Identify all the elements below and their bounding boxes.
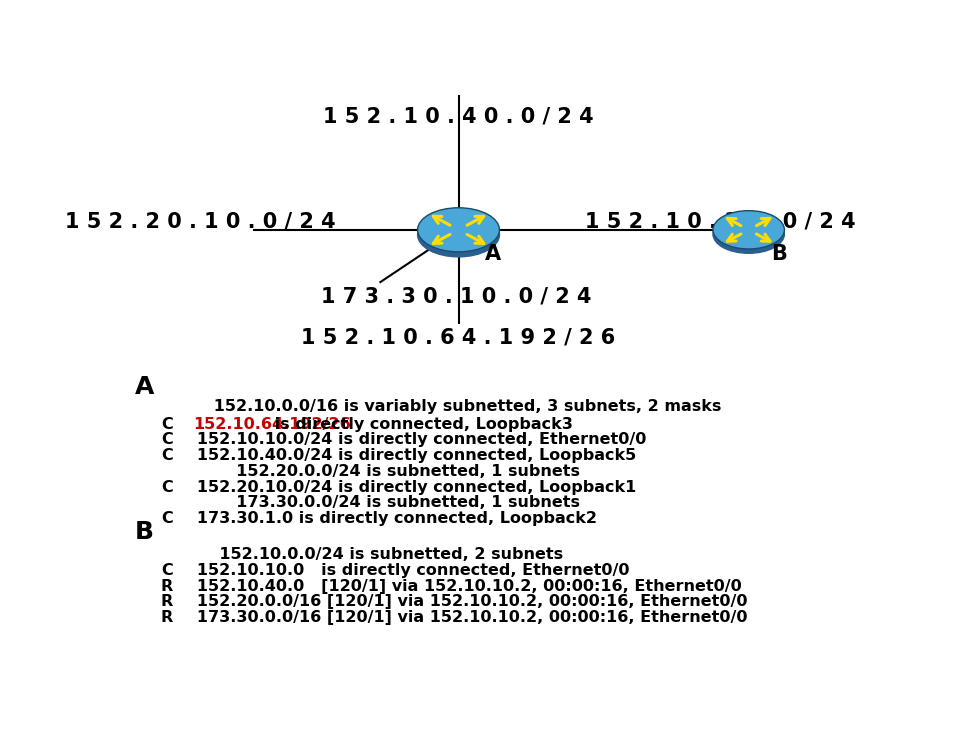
Text: B: B	[771, 244, 787, 265]
Text: C: C	[161, 480, 173, 495]
Text: R: R	[161, 610, 173, 625]
Text: C: C	[161, 433, 173, 447]
Text: 152.20.10.0/24 is directly connected, Loopback1: 152.20.10.0/24 is directly connected, Lo…	[180, 480, 636, 495]
Text: C: C	[161, 417, 173, 432]
Ellipse shape	[418, 208, 499, 252]
Text: C: C	[161, 563, 173, 578]
Text: R: R	[161, 594, 173, 609]
Text: R: R	[161, 579, 173, 594]
Text: 1 5 2 . 1 0 . 4 0 . 0 / 2 4: 1 5 2 . 1 0 . 4 0 . 0 / 2 4	[324, 106, 594, 127]
Text: 152.10.64.192/26: 152.10.64.192/26	[194, 417, 351, 432]
Text: is directly connected, Loopback3: is directly connected, Loopback3	[269, 417, 572, 432]
Text: C: C	[161, 511, 173, 526]
Text: A: A	[485, 244, 501, 265]
Text: 152.10.10.0/24 is directly connected, Ethernet0/0: 152.10.10.0/24 is directly connected, Et…	[180, 433, 646, 447]
Ellipse shape	[418, 213, 499, 257]
Text: 1 5 2 . 1 0 . 6 4 . 1 9 2 / 2 6: 1 5 2 . 1 0 . 6 4 . 1 9 2 / 2 6	[301, 327, 615, 348]
Text: 152.10.40.0/24 is directly connected, Loopback5: 152.10.40.0/24 is directly connected, Lo…	[180, 448, 636, 463]
Text: C: C	[161, 448, 173, 463]
Text: 152.10.0.0/16 is variably subnetted, 3 subnets, 2 masks: 152.10.0.0/16 is variably subnetted, 3 s…	[180, 400, 721, 415]
Text: 1 5 2 . 1 0 . 1 0 . 0 / 2 4: 1 5 2 . 1 0 . 1 0 . 0 / 2 4	[585, 211, 855, 231]
Text: 152.10.10.0   is directly connected, Ethernet0/0: 152.10.10.0 is directly connected, Ether…	[180, 563, 629, 578]
Text: 152.10.40.0   [120/1] via 152.10.10.2, 00:00:16, Ethernet0/0: 152.10.40.0 [120/1] via 152.10.10.2, 00:…	[180, 579, 741, 594]
Text: 152.20.0.0/24 is subnetted, 1 subnets: 152.20.0.0/24 is subnetted, 1 subnets	[180, 464, 580, 479]
Text: 1 5 2 . 2 0 . 1 0 . 0 / 2 4: 1 5 2 . 2 0 . 1 0 . 0 / 2 4	[65, 211, 336, 231]
Text: 1 7 3 . 3 0 . 1 0 . 0 / 2 4: 1 7 3 . 3 0 . 1 0 . 0 / 2 4	[321, 287, 591, 307]
Ellipse shape	[713, 210, 784, 249]
Text: A: A	[134, 375, 155, 399]
Text: 152.20.0.0/16 [120/1] via 152.10.10.2, 00:00:16, Ethernet0/0: 152.20.0.0/16 [120/1] via 152.10.10.2, 0…	[180, 594, 747, 609]
Text: B: B	[134, 520, 154, 544]
Text: 173.30.0.0/16 [120/1] via 152.10.10.2, 00:00:16, Ethernet0/0: 173.30.0.0/16 [120/1] via 152.10.10.2, 0…	[180, 610, 747, 625]
Text: 173.30.0.0/24 is subnetted, 1 subnets: 173.30.0.0/24 is subnetted, 1 subnets	[180, 495, 580, 510]
Text: 173.30.1.0 is directly connected, Loopback2: 173.30.1.0 is directly connected, Loopba…	[180, 511, 596, 526]
Ellipse shape	[713, 215, 784, 253]
Text: 152.10.0.0/24 is subnetted, 2 subnets: 152.10.0.0/24 is subnetted, 2 subnets	[180, 547, 563, 562]
